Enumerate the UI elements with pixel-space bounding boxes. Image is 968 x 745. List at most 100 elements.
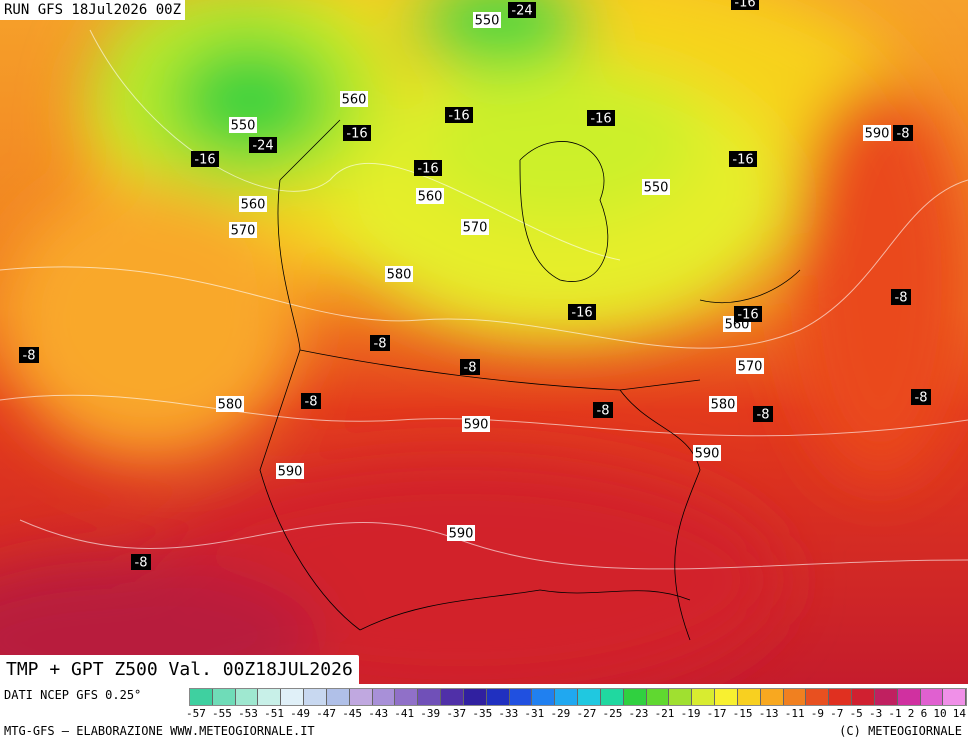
scale-swatch	[555, 689, 579, 705]
contour-label: 570	[231, 224, 256, 239]
scale-label: -25	[602, 707, 623, 720]
label-box	[191, 151, 219, 167]
scale-label: -41	[394, 707, 415, 720]
scale-swatch	[578, 689, 601, 705]
scale-swatch	[463, 689, 487, 705]
contour-label: 560	[342, 93, 367, 108]
label-box	[385, 266, 413, 282]
scale-label: -9	[810, 707, 824, 720]
scale-label: -57	[186, 707, 206, 720]
scale-label: -33	[498, 707, 519, 720]
label-box	[461, 219, 489, 235]
scale-label: -37	[446, 707, 467, 720]
label-box	[445, 107, 473, 123]
contour-label: 570	[463, 221, 488, 236]
scale-swatch	[212, 689, 236, 705]
scale-label: -3	[868, 707, 883, 720]
scale-label: -11	[784, 707, 805, 720]
label-box	[229, 222, 257, 238]
scale-label: -47	[316, 707, 337, 720]
contour-label: -24	[511, 4, 532, 19]
scale-swatch	[486, 689, 510, 705]
scale-label: -19	[680, 707, 701, 720]
label-box	[753, 406, 773, 422]
scale-swatch	[372, 689, 396, 705]
scale-label: -45	[342, 707, 363, 720]
label-box	[460, 359, 480, 375]
scale-label: -5	[849, 707, 863, 720]
contour-label: -8	[23, 349, 36, 364]
scale-labels: -57 -55 -53 -51 -49 -47 -45 -43 -41 -39 -37 -35 -33-…	[186, 707, 966, 720]
scale-swatch	[783, 689, 807, 705]
weather-map: 550 -24 -16 560 -16 550 -24 -16 -16 -16 590 -8 -16 -1…	[0, 0, 968, 684]
contour-label: -8	[464, 361, 477, 376]
label-box	[731, 0, 759, 10]
scale-swatch	[737, 689, 761, 705]
scale-swatch	[418, 689, 442, 705]
label-box	[729, 151, 757, 167]
contour-label: 570	[738, 360, 763, 375]
label-box	[343, 125, 371, 141]
scale-label: -13	[758, 707, 779, 720]
label-box	[370, 335, 390, 351]
scale-label: -21	[654, 707, 675, 720]
contour-label: -16	[732, 153, 753, 168]
scale-label: -23	[628, 707, 649, 720]
scale-label: -43	[368, 707, 389, 720]
label-box	[229, 117, 257, 133]
scale-swatch	[600, 689, 624, 705]
contour-label: 590	[865, 127, 890, 142]
scale-swatch	[852, 689, 875, 705]
scale-label: -49	[290, 707, 310, 720]
scale-label: 2	[907, 707, 915, 720]
contour-label: -16	[346, 127, 367, 142]
scale-swatch	[395, 689, 419, 705]
valid-label: TMP + GPT Z500 Val. 00Z18JUL2026	[0, 655, 359, 684]
color-scale	[189, 688, 967, 706]
label-box	[568, 304, 596, 320]
label-box	[414, 160, 442, 176]
contour-label: 560	[418, 190, 443, 205]
contour-label: 590	[464, 418, 489, 433]
scale-swatch	[829, 689, 853, 705]
contour-label: -8	[135, 556, 148, 571]
scale-swatch	[920, 689, 944, 705]
scale-swatch	[304, 689, 327, 705]
scale-swatch	[190, 689, 213, 705]
scale-label: -7	[830, 707, 844, 720]
scale-label: -1	[888, 707, 902, 720]
scale-label: -55	[212, 707, 232, 720]
scale-swatch	[441, 689, 464, 705]
run-label: RUN GFS 18Jul2026 00Z	[0, 0, 186, 20]
contour-label: -16	[590, 112, 611, 127]
contour-label: -8	[897, 127, 910, 142]
scale-swatch	[692, 689, 716, 705]
scale-label: 6	[920, 707, 928, 720]
scale-swatch	[943, 689, 967, 705]
scale-label: -51	[264, 707, 284, 720]
scale-swatch	[806, 689, 830, 705]
label-box	[340, 91, 368, 107]
contour-label: -8	[597, 404, 610, 419]
contour-label: -8	[374, 337, 387, 352]
label-box	[416, 188, 444, 204]
label-box	[508, 2, 536, 18]
label-box	[863, 125, 891, 141]
scale-swatch	[281, 689, 305, 705]
label-box	[709, 396, 737, 412]
scale-swatch	[235, 689, 259, 705]
label-box	[736, 358, 764, 374]
contour-label: -8	[915, 391, 928, 406]
label-box	[19, 347, 39, 363]
scale-swatch	[669, 689, 693, 705]
scale-swatch	[646, 689, 670, 705]
label-box	[891, 289, 911, 305]
scale-swatch	[349, 689, 373, 705]
label-box	[911, 389, 931, 405]
label-box	[131, 554, 151, 570]
credit: MTG-GFS — ELABORAZIONE WWW.METEOGIORNALE…	[4, 724, 315, 738]
scale-label: -27	[576, 707, 597, 720]
scale-swatch	[760, 689, 784, 705]
label-box	[447, 525, 475, 541]
